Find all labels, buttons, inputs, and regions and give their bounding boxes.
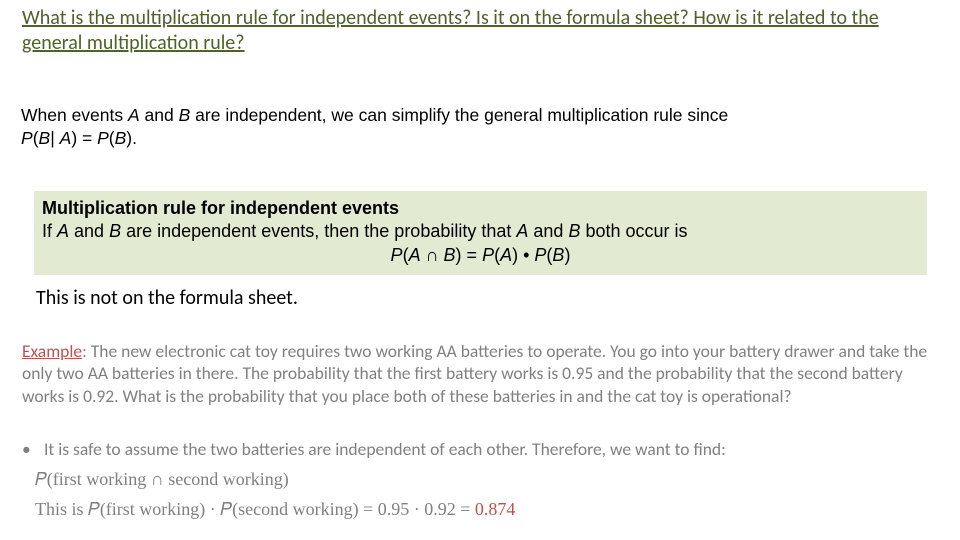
bullet-dot-icon: • bbox=[22, 438, 44, 460]
intro-B2: B bbox=[39, 128, 51, 148]
intro-bar: | bbox=[50, 128, 59, 148]
intro-P2: P bbox=[97, 128, 109, 148]
rule-close: ) bbox=[564, 245, 570, 265]
intro-t3: are independent, we can simplify the gen… bbox=[190, 105, 728, 125]
rule-cap: ∩ bbox=[421, 245, 444, 265]
rule-A: A bbox=[57, 221, 69, 241]
bullet-1-text: It is safe to assume the two batteries a… bbox=[44, 438, 924, 460]
rule-P1: P bbox=[391, 245, 403, 265]
sheet-note: This is not on the formula sheet. bbox=[36, 286, 298, 310]
intro-close: ). bbox=[126, 128, 137, 148]
rule-fB: B bbox=[444, 245, 456, 265]
intro-A: A bbox=[128, 105, 140, 125]
rule-title: Multiplication rule for independent even… bbox=[42, 198, 399, 218]
probability-equation: This is 𝑃(first working) · 𝑃(second work… bbox=[35, 498, 955, 521]
page-title: What is the multiplication rule for inde… bbox=[22, 6, 940, 56]
intro-B3: B bbox=[115, 128, 127, 148]
rule-fA: A bbox=[409, 245, 421, 265]
equation-left: This is 𝑃(first working) · 𝑃(second work… bbox=[35, 499, 475, 519]
rule-P2: P bbox=[482, 245, 494, 265]
rule-formula: P(A ∩ B) = P(A) • P(B) bbox=[42, 244, 919, 267]
rule-line2: If A and B are independent events, then … bbox=[42, 220, 919, 243]
rule-box: Multiplication rule for independent even… bbox=[34, 191, 927, 275]
rule-A2: A bbox=[516, 221, 528, 241]
intro-B: B bbox=[179, 105, 191, 125]
rule-t-and2: and bbox=[528, 221, 568, 241]
rule-B2: B bbox=[568, 221, 580, 241]
example-bullet-1: •It is safe to assume the two batteries … bbox=[22, 438, 942, 460]
rule-B: B bbox=[109, 221, 121, 241]
rule-fA2: A bbox=[500, 245, 512, 265]
intro-t2: and bbox=[140, 105, 179, 125]
example-text: The new electronic cat toy requires two … bbox=[22, 340, 927, 407]
rule-fB2: B bbox=[552, 245, 564, 265]
probability-expression: 𝑃(first working ∩ second working) bbox=[35, 468, 955, 491]
intro-A2: A bbox=[60, 128, 72, 148]
example-label: Example bbox=[22, 340, 82, 362]
intro-P1: P bbox=[21, 128, 33, 148]
example-paragraph: Example: The new electronic cat toy requ… bbox=[22, 340, 942, 407]
rule-P3: P bbox=[534, 245, 546, 265]
rule-t-mid: are independent events, then the probabi… bbox=[121, 221, 516, 241]
example-colon: : bbox=[82, 340, 91, 362]
rule-t-if: If bbox=[42, 221, 57, 241]
intro-t1: When events bbox=[21, 105, 128, 125]
intro-paragraph: When events A and B are independent, we … bbox=[21, 104, 921, 150]
rule-t-and: and bbox=[69, 221, 109, 241]
rule-dot: ) • bbox=[512, 245, 534, 265]
rule-t-end: both occur is bbox=[580, 221, 687, 241]
rule-eq: ) = bbox=[456, 245, 483, 265]
intro-eq: ) = bbox=[71, 128, 97, 148]
equation-answer: 0.874 bbox=[475, 499, 516, 519]
